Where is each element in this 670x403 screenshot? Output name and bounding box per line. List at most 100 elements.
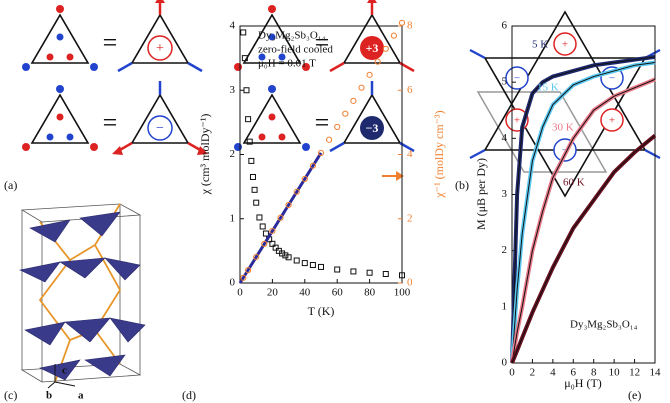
y-tick-label: 6 [502, 20, 508, 32]
axis-a: a [78, 390, 84, 402]
x-tick-label: 2 [530, 367, 536, 379]
panel-label: (b) [455, 178, 469, 192]
charge: − [514, 73, 520, 85]
charge: − [609, 73, 615, 85]
series-line [510, 54, 656, 364]
x-tick-label: 4 [550, 367, 556, 379]
point [240, 274, 247, 281]
tetrahedron-arrows: +3 [329, 0, 415, 73]
annotation: Dy₃Mg₂Sb₃O₁₄ [258, 30, 326, 42]
series-line [238, 152, 323, 284]
series-label: 5 K [532, 39, 548, 51]
y-tick-label: 3 [230, 84, 236, 96]
x-tick-label: 80 [364, 287, 376, 299]
x-tick-label: 20 [267, 287, 279, 299]
y2-tick-label: 6 [407, 84, 413, 96]
tetrahedron-arrows: − [112, 81, 208, 155]
charge: − [156, 121, 164, 136]
axis-c: c [62, 365, 67, 377]
point [334, 266, 341, 273]
charge: + [156, 41, 164, 56]
point [245, 267, 252, 274]
series-label: 15 K [537, 82, 559, 94]
point [279, 250, 286, 257]
point [366, 269, 373, 276]
annotation: zero-field cooled [258, 44, 333, 56]
x-axis-label: μ₀H (T) [564, 376, 602, 390]
point [318, 263, 324, 270]
annotation: μ₀H = 0.01 T [258, 58, 316, 70]
charge: + [609, 115, 615, 127]
point [382, 271, 389, 278]
point [301, 175, 308, 183]
x-tick-label: 12 [629, 367, 640, 379]
point [262, 230, 269, 237]
panel-d: (d) Dy₃Mg₂Sb₃O₁₄ zero-field cooled μ₀H =… [182, 30, 446, 402]
point [358, 84, 365, 91]
point [246, 138, 253, 145]
point [241, 55, 248, 62]
y2-tick-label: 2 [407, 212, 413, 224]
x-tick-label: 10 [609, 367, 621, 379]
point [342, 110, 349, 117]
point [243, 87, 250, 94]
point [282, 252, 289, 259]
panel-label: (c) [4, 388, 17, 402]
x-axis-label: T (K) [308, 304, 335, 318]
fit-line [511, 78, 656, 364]
y-tick-label: 0 [502, 357, 508, 369]
point [248, 157, 255, 164]
charge: + [514, 115, 520, 127]
x-tick-label: 100 [394, 287, 411, 299]
equals: = [315, 108, 330, 137]
charge: −3 [366, 121, 379, 135]
point [366, 71, 373, 78]
x-tick-label: 0 [237, 287, 243, 299]
point [249, 173, 256, 180]
point [301, 260, 308, 267]
x-tick-label: 0 [509, 367, 515, 379]
point [240, 29, 247, 36]
tetrahedron-arrows: + [117, 0, 203, 73]
y-tick-label: 0 [230, 277, 236, 289]
point [326, 136, 333, 143]
point [269, 227, 276, 235]
y-tick-label: 3 [502, 188, 508, 200]
y-axis-label: M (μB per Dy) [474, 158, 488, 230]
point [293, 188, 300, 195]
panel-label: (d) [182, 388, 196, 402]
point [277, 214, 284, 221]
tetrahedron-spins [22, 85, 98, 151]
x-tick-label: 60 [332, 287, 344, 299]
y-tick-label: 2 [230, 148, 236, 160]
panel-c: c b a (c) [4, 203, 146, 402]
fit-line [511, 62, 656, 364]
point [285, 201, 292, 209]
charge: + [562, 39, 568, 51]
point [245, 116, 252, 123]
point [285, 254, 292, 261]
equals: = [315, 28, 330, 57]
annotation: Dy₃Mg₂Sb₃O₁₄ [570, 319, 638, 331]
point [256, 214, 263, 221]
tetrahedron-arrows: −3 [329, 81, 415, 153]
series-label: 60 K [563, 177, 585, 189]
y2-axis-label: χ⁻¹ (molDy cm⁻³) [432, 110, 446, 198]
y-tick-label: 4 [230, 20, 236, 32]
point [261, 240, 268, 247]
x-tick-label: 8 [591, 367, 597, 379]
fit-line [511, 56, 656, 364]
tetrahedron-spins [22, 5, 98, 71]
point [272, 244, 279, 251]
panel-label: (e) [628, 388, 641, 402]
y2-tick-label: 4 [407, 148, 413, 160]
x-tick-label: 40 [299, 287, 311, 299]
point [390, 32, 397, 39]
y-axis-label: χ (cm³ molDy⁻¹) [198, 114, 212, 196]
point [309, 162, 316, 169]
y-tick-label: 1 [502, 300, 508, 312]
y2-tick-label: 0 [407, 277, 413, 289]
y-tick-label: 2 [502, 244, 508, 256]
